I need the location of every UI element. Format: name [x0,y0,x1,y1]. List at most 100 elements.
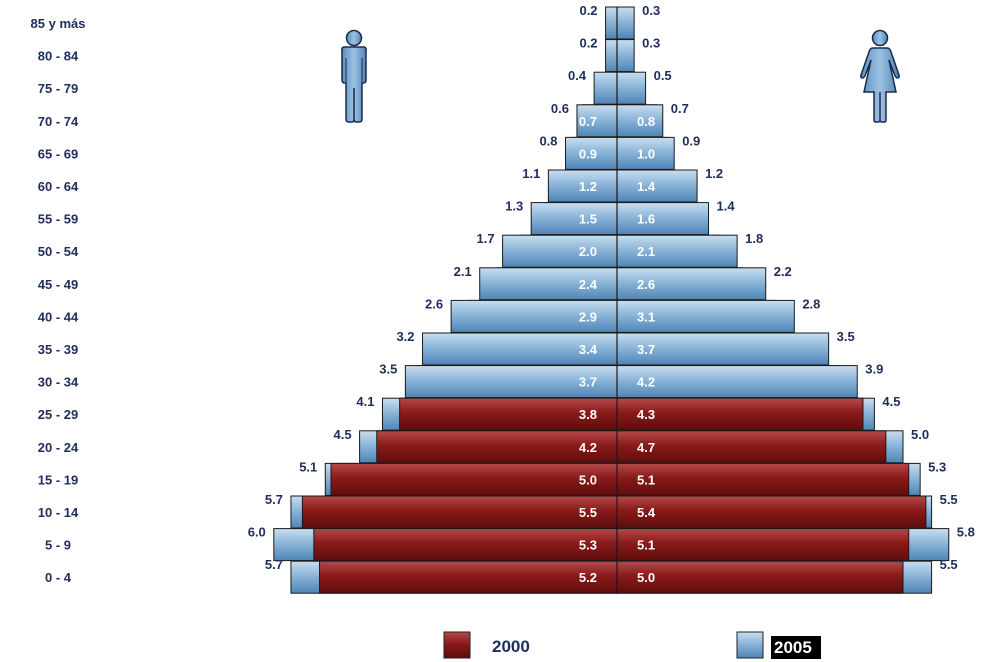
legend-label-2005-background [771,636,821,659]
value-label-male-2000: 3.5 [379,362,397,377]
bar-female-2005 [616,462,910,496]
value-label-male-2000: 1.3 [505,199,523,214]
value-label-female-2005: 3.7 [637,342,655,357]
value-label-female-2000: 0.3 [642,3,660,18]
legend-label-2000: 2000 [492,637,530,656]
age-group-label: 50 - 54 [38,244,79,259]
value-label-male-2005: 4.2 [579,440,597,455]
value-label-female-2005: 4.2 [637,375,655,390]
value-label-female-2005: 1.0 [637,146,655,161]
bar-male-2005 [330,462,618,496]
value-label-male-2005: 5.0 [579,472,597,487]
value-label-male-2000: 3.2 [396,329,414,344]
bar-male-2005 [399,397,618,431]
value-label-female-2000: 1.2 [705,166,723,181]
value-label-female-2005: 1.6 [637,212,655,227]
bar-female-2005 [616,202,710,236]
bar-male-2005 [479,267,618,301]
value-label-male-2000: 0.2 [579,3,597,18]
bar-female-2005 [616,560,904,594]
value-label-male-2005: 5.2 [579,570,597,585]
value-label-female-2005: 2.1 [637,244,655,259]
value-label-female-2000: 5.3 [928,459,946,474]
value-label-female-2000: 3.9 [865,362,883,377]
value-label-female-2000: 5.5 [940,492,958,507]
value-label-female-2000: 4.5 [882,394,900,409]
bar-female-2005 [616,332,830,366]
bar-female-2005 [616,430,887,464]
value-label-female-2005: 5.1 [637,472,655,487]
bar-male-2005 [313,528,618,562]
value-label-female-2000: 0.7 [671,101,689,116]
legend-label-2005: 2005 [774,638,812,657]
bar-female-2005 [616,365,858,399]
value-label-male-2000: 5.7 [265,557,283,572]
age-group-label: 85 y más [31,16,86,31]
value-label-female-2000: 5.5 [940,557,958,572]
female-figure-icon [860,29,900,123]
age-group-label: 55 - 59 [38,212,78,227]
age-group-label: 80 - 84 [38,49,79,64]
value-label-male-2000: 1.1 [522,166,540,181]
value-label-male-2000: 2.6 [425,296,443,311]
value-label-female-2000: 1.4 [717,199,736,214]
bar-female-2000 [616,39,635,73]
value-label-male-2005: 2.9 [579,309,597,324]
bar-female-2005 [616,528,910,562]
value-label-male-2000: 6.0 [248,525,266,540]
value-label-male-2000: 5.1 [299,459,317,474]
legend: 2000 2005 [443,631,821,659]
inner-value-labels-2005: 0.7 0.8 0.9 1.0 1.2 1.4 1.5 1.6 2.0 2.1 2.4 2.6 2.9 3… [579,114,656,585]
age-group-label: 60 - 64 [38,179,79,194]
bar-male-2005 [530,202,618,236]
age-group-label: 70 - 74 [38,114,79,129]
bar-female-2005 [616,136,675,170]
age-group-label: 10 - 14 [38,505,79,520]
value-label-male-2000: 4.5 [334,427,352,442]
bar-male-2000 [605,39,618,73]
value-label-male-2000: 4.1 [356,394,374,409]
bar-male-2005 [376,430,618,464]
value-label-female-2000: 5.0 [911,427,929,442]
age-group-label: 0 - 4 [45,570,72,585]
bar-female-2005 [616,234,738,268]
value-label-male-2005: 3.8 [579,407,597,422]
bar-male-2005 [301,495,618,529]
value-label-male-2005: 1.5 [579,212,597,227]
bar-female-2000 [616,6,635,40]
value-label-female-2000: 2.2 [774,264,792,279]
value-label-male-2000: 0.2 [579,36,597,51]
value-label-male-2000: 2.1 [454,264,472,279]
value-label-female-2005: 3.1 [637,309,655,324]
value-label-female-2000: 0.3 [642,36,660,51]
age-group-label: 5 - 9 [45,538,71,553]
bar-male-2005 [576,104,618,138]
bar-male-2005 [422,332,618,366]
age-group-label: 20 - 24 [38,440,79,455]
value-label-male-2000: 0.6 [551,101,569,116]
value-label-male-2005: 5.3 [579,538,597,553]
legend-swatch-2000 [443,631,471,659]
value-label-male-2000: 0.8 [539,133,557,148]
male-figure-icon [341,29,367,123]
bar-female-2005 [616,267,767,301]
bars-2005 [301,104,927,594]
value-label-female-2000: 0.5 [654,68,672,83]
value-label-female-2005: 4.7 [637,440,655,455]
value-label-male-2005: 2.0 [579,244,597,259]
bar-female-2005 [616,104,664,138]
age-group-label: 25 - 29 [38,407,78,422]
value-label-male-2005: 2.4 [579,277,598,292]
value-label-female-2005: 1.4 [637,179,656,194]
value-label-male-2005: 1.2 [579,179,597,194]
legend-swatch-2005 [736,631,764,659]
bar-male-2000 [605,6,618,40]
age-group-label: 30 - 34 [38,375,79,390]
value-label-female-2005: 4.3 [637,407,655,422]
value-label-male-2005: 5.5 [579,505,597,520]
age-group-label: 65 - 69 [38,146,78,161]
bar-male-2005 [319,560,618,594]
value-label-male-2005: 3.4 [579,342,598,357]
value-label-male-2000: 1.7 [477,231,495,246]
value-label-female-2000: 3.5 [837,329,855,344]
